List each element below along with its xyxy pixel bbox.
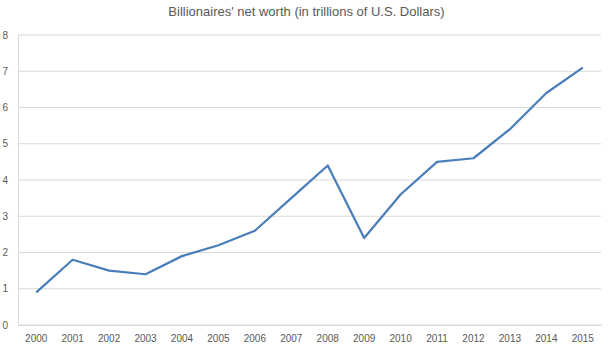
y-tick-label: 3 — [2, 211, 8, 222]
line — [36, 68, 583, 293]
x-tick-label: 2001 — [62, 333, 85, 344]
y-tick-label: 4 — [2, 175, 8, 186]
grid-line — [18, 71, 601, 72]
x-tick-label: 2013 — [499, 333, 522, 344]
x-tick-label: 2010 — [389, 333, 412, 344]
x-tick: 2015 — [572, 325, 595, 344]
x-tick-label: 2012 — [462, 333, 485, 344]
y-tick: 7 — [2, 66, 18, 77]
y-tick: 8 — [2, 30, 18, 41]
grid — [18, 35, 601, 325]
x-tick: 2005 — [207, 325, 230, 344]
x-tick: 2014 — [535, 325, 558, 344]
y-tick-label: 0 — [2, 320, 8, 331]
grid-line — [18, 216, 601, 217]
x-tick-label: 2006 — [244, 333, 267, 344]
series — [36, 68, 583, 293]
grid-line — [18, 107, 601, 108]
x-tick: 2010 — [389, 325, 412, 344]
x-tick-label: 2004 — [171, 333, 194, 344]
y-tick-label: 5 — [2, 138, 8, 149]
x-tick: 2006 — [244, 325, 267, 344]
grid-line — [18, 35, 601, 36]
x-tick: 2009 — [353, 325, 376, 344]
y-tick-label: 6 — [2, 102, 8, 113]
x-tick-label: 2009 — [353, 333, 376, 344]
x-tick-label: 2003 — [134, 333, 157, 344]
y-tick: 1 — [2, 283, 18, 294]
y-axis: 0 1 2 3 4 5 6 7 8 — [2, 30, 18, 331]
x-axis-line — [19, 325, 602, 326]
y-tick: 3 — [2, 211, 18, 222]
x-tick-label: 2011 — [426, 333, 448, 344]
x-tick-label: 2005 — [207, 333, 230, 344]
y-tick: 0 — [2, 320, 18, 331]
x-tick-label: 2002 — [98, 333, 121, 344]
grid-line — [18, 143, 601, 144]
x-tick-label: 2000 — [25, 333, 48, 344]
x-tick: 2008 — [317, 325, 340, 344]
y-tick-label: 2 — [2, 247, 8, 258]
x-tick-label: 2014 — [535, 333, 558, 344]
x-axis: 2000 2001 2002 2003 2004 2005 2006 2007 2008 2009… — [19, 325, 602, 344]
y-tick-label: 8 — [2, 30, 8, 41]
x-tick: 2007 — [280, 325, 303, 344]
y-tick: 2 — [2, 247, 18, 258]
plot: 0123456782000200120022003200420052006200… — [2, 30, 601, 344]
x-tick: 2013 — [499, 325, 522, 344]
x-tick: 2012 — [462, 325, 485, 344]
grid-line — [18, 325, 601, 326]
x-tick-label: 2008 — [317, 333, 340, 344]
x-tick-label: 2015 — [572, 333, 595, 344]
x-tick: 2011 — [426, 325, 448, 344]
x-tick-label: 2007 — [280, 333, 303, 344]
x-tick: 2001 — [62, 325, 85, 344]
x-tick: 2000 — [25, 325, 48, 344]
x-tick: 2002 — [98, 325, 121, 344]
y-tick-label: 7 — [2, 66, 8, 77]
y-tick: 5 — [2, 138, 18, 149]
grid-line — [18, 288, 601, 289]
x-tick: 2003 — [134, 325, 157, 344]
chart: Billionaires' net worth (in trillions of… — [0, 0, 613, 348]
y-tick-label: 1 — [2, 283, 8, 294]
y-tick: 6 — [2, 102, 18, 113]
title: Billionaires' net worth (in trillions of… — [168, 4, 444, 19]
y-tick: 4 — [2, 175, 18, 186]
x-tick: 2004 — [171, 325, 194, 344]
y-axis-line — [18, 36, 19, 326]
grid-line — [18, 252, 601, 253]
